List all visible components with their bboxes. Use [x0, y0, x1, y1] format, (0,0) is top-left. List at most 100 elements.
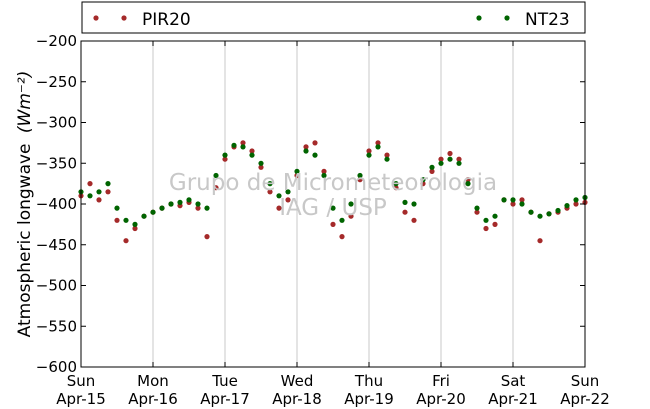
legend-marker-pir20: [121, 15, 127, 21]
point-pir20: [87, 181, 93, 187]
y-tick-label: −500: [36, 277, 77, 295]
x-tick-label-day: Mon: [137, 372, 169, 390]
y-axis: −600 −550 −500 −450 −400 −350 −300 −250 −200: [36, 32, 585, 376]
x-tick-label-date: Apr-19: [344, 390, 394, 408]
point-nt23: [330, 205, 336, 211]
point-pir20: [303, 144, 309, 150]
y-tick-label: −300: [36, 114, 77, 132]
y-tick-label: −400: [36, 195, 77, 213]
y-tick-label: −450: [36, 236, 77, 254]
y-tick-label: −350: [36, 154, 77, 172]
point-pir20: [492, 221, 498, 227]
point-nt23: [483, 217, 489, 223]
point-pir20: [204, 234, 210, 240]
watermark-line-2: IAG / USP: [279, 195, 387, 221]
point-nt23: [456, 160, 462, 166]
point-pir20: [312, 140, 318, 146]
point-pir20: [447, 150, 453, 157]
legend-frame: [81, 1, 586, 34]
point-pir20: [402, 209, 408, 215]
point-nt23: [186, 197, 192, 203]
point-nt23: [447, 156, 453, 162]
point-nt23: [114, 205, 120, 211]
point-nt23: [546, 211, 552, 217]
x-tick-label-date: Apr-22: [560, 390, 610, 408]
point-nt23: [348, 201, 354, 207]
point-nt23: [537, 213, 543, 219]
point-pir20: [276, 205, 282, 211]
point-pir20: [573, 201, 579, 207]
point-nt23: [528, 209, 534, 215]
point-nt23: [384, 156, 390, 162]
point-pir20: [366, 148, 372, 154]
point-nt23: [555, 207, 561, 214]
x-tick-label-day: Sun: [67, 372, 96, 390]
point-nt23: [150, 209, 156, 215]
watermark: Grupo de Micrometeorologia IAG / USP: [169, 170, 497, 221]
point-pir20: [474, 209, 480, 215]
point-pir20: [348, 213, 354, 219]
point-nt23: [87, 193, 93, 199]
point-nt23: [132, 221, 138, 227]
point-pir20: [384, 152, 390, 158]
watermark-line-1: Grupo de Micrometeorologia: [169, 170, 497, 196]
point-nt23: [177, 199, 183, 205]
point-pir20: [357, 177, 363, 183]
x-tick-label-date: Apr-16: [128, 390, 178, 408]
point-nt23: [123, 217, 129, 223]
legend-label-nt23: NT23: [525, 10, 570, 30]
point-nt23: [375, 144, 381, 150]
point-pir20: [420, 181, 426, 187]
point-nt23: [438, 160, 444, 166]
x-tick-label-day: Tue: [211, 372, 238, 390]
point-nt23: [321, 172, 327, 179]
point-nt23: [258, 160, 264, 166]
x-tick-label-date: Apr-15: [56, 390, 106, 408]
y-axis-label-text: Atmospheric longwave: [15, 143, 35, 337]
point-nt23: [249, 152, 255, 158]
point-nt23: [285, 189, 291, 195]
point-pir20: [249, 148, 255, 154]
point-nt23: [96, 189, 102, 195]
point-nt23: [411, 201, 417, 207]
x-tick-label-date: Apr-21: [488, 390, 538, 408]
point-pir20: [294, 172, 300, 179]
point-nt23: [519, 201, 525, 207]
point-pir20: [240, 140, 246, 146]
y-tick-label: −250: [36, 73, 77, 91]
x-tick-label-day: Sat: [501, 372, 526, 390]
point-pir20: [222, 156, 228, 162]
y-axis-label-unit: (Wm⁻²): [15, 71, 35, 133]
data-points: [78, 140, 588, 244]
x-tick-label-date: Apr-17: [200, 390, 250, 408]
point-nt23: [141, 213, 147, 219]
point-pir20: [339, 234, 345, 240]
x-tick-label-date: Apr-20: [416, 390, 466, 408]
x-tick-label-day: Sun: [571, 372, 600, 390]
legend-marker-nt23: [504, 15, 510, 21]
point-pir20: [267, 189, 273, 195]
point-pir20: [132, 225, 138, 232]
point-pir20: [456, 156, 462, 162]
point-pir20: [105, 189, 111, 195]
point-pir20: [411, 217, 417, 223]
point-nt23: [429, 164, 435, 170]
point-pir20: [330, 221, 336, 227]
point-nt23: [357, 172, 363, 179]
point-nt23: [501, 197, 507, 203]
point-pir20: [393, 185, 399, 191]
point-nt23: [393, 181, 399, 187]
x-tick-label-date: Apr-18: [272, 390, 322, 408]
point-nt23: [402, 199, 408, 205]
point-pir20: [465, 177, 471, 183]
point-nt23: [510, 197, 516, 203]
point-nt23: [222, 152, 228, 158]
x-tick-label-day: Thu: [354, 372, 383, 390]
point-nt23: [267, 181, 273, 187]
point-nt23: [294, 168, 300, 174]
point-nt23: [195, 201, 201, 207]
point-pir20: [375, 140, 381, 146]
point-nt23: [231, 142, 237, 148]
point-pir20: [123, 238, 129, 244]
point-nt23: [276, 193, 282, 199]
